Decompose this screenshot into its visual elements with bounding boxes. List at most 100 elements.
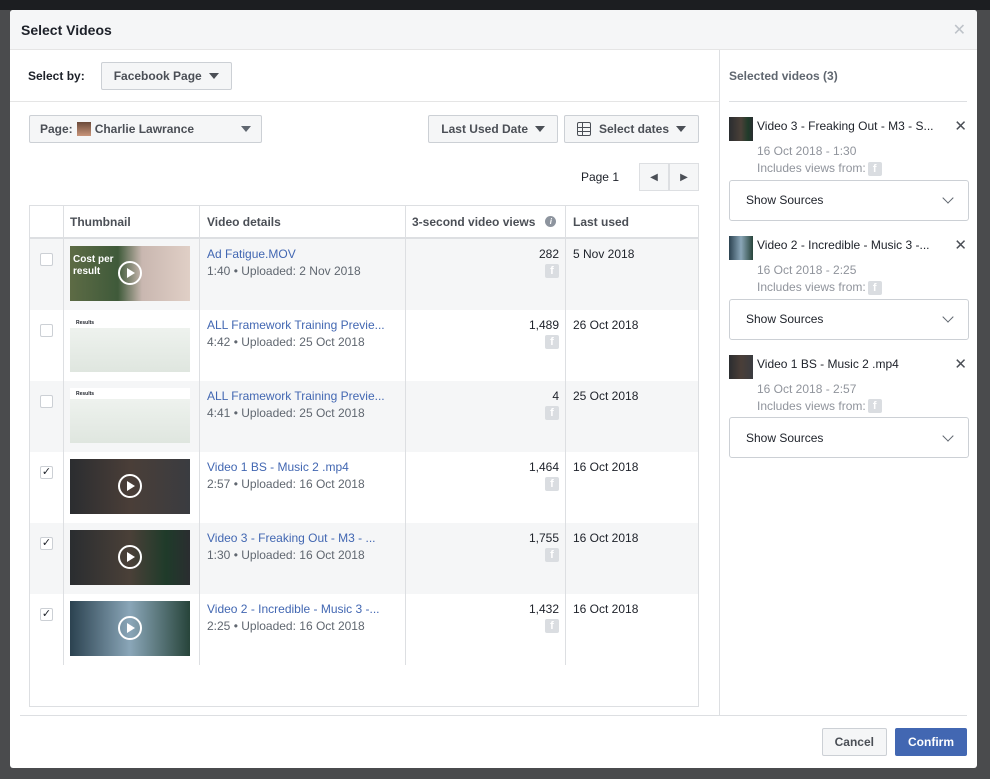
select-by-dropdown[interactable]: Facebook Page	[100, 61, 232, 90]
selected-panel: Selected videos (3) Video 3 - Freaking O…	[721, 50, 977, 715]
select-by-value: Facebook Page	[113, 68, 202, 83]
page-label: Page:	[40, 122, 73, 136]
remove-icon[interactable]: ✕	[954, 236, 967, 254]
facebook-icon: f	[545, 335, 559, 349]
selected-title: Selected videos (3)	[729, 50, 967, 102]
last-used-date: 26 Oct 2018	[573, 318, 639, 332]
play-icon	[118, 545, 142, 569]
video-picker: Select by: Facebook Page Page: Charlie L…	[10, 50, 720, 715]
video-title-link[interactable]: ALL Framework Training Previe...	[207, 318, 385, 332]
facebook-icon: f	[545, 619, 559, 633]
chevron-down-icon	[942, 311, 954, 323]
play-icon	[118, 261, 142, 285]
selected-video-date: 16 Oct 2018 - 2:57	[757, 381, 857, 396]
show-sources-dropdown[interactable]: Show Sources	[729, 298, 969, 340]
row-checkbox[interactable]: ✓	[40, 537, 53, 550]
calendar-icon	[576, 122, 591, 136]
video-views: 282	[538, 247, 559, 261]
video-thumbnail: Cost per result	[70, 246, 190, 301]
selected-video-date: 16 Oct 2018 - 2:25	[757, 262, 857, 277]
video-thumbnail	[70, 601, 190, 656]
pager: Page 1 ◀ ▶	[581, 163, 699, 191]
dialog-footer: Cancel Confirm	[20, 715, 967, 768]
video-thumbnail: Results	[70, 317, 190, 372]
table-row[interactable]: ✓ Video 1 BS - Music 2 .mp4 2:57 • Upload…	[30, 452, 698, 523]
last-used-date: 25 Oct 2018	[573, 389, 639, 403]
video-title-link[interactable]: Video 3 - Freaking Out - M3 - ...	[207, 531, 376, 545]
video-views: 1,464	[528, 460, 559, 474]
table-row[interactable]: ✓ Video 3 - Freaking Out - M3 - ... 1:30 …	[30, 523, 698, 594]
select-dates-dropdown[interactable]: Select dates	[563, 115, 699, 143]
row-checkbox[interactable]: ✓	[40, 608, 53, 621]
close-icon[interactable]: ✕	[952, 21, 966, 39]
confirm-button[interactable]: Confirm	[895, 728, 967, 756]
includes-views-label: Includes views from:	[757, 398, 866, 413]
table-row[interactable]: Cost per result Ad Fatigue.MOV 1:40 • Upl…	[30, 239, 698, 310]
dialog-title: Select Videos	[21, 21, 112, 38]
facebook-icon: f	[545, 406, 559, 420]
sort-dropdown[interactable]: Last Used Date	[428, 115, 558, 143]
page-name: Charlie Lawrance	[94, 122, 195, 136]
header-last-used: Last used	[573, 214, 630, 229]
selected-video: Video 1 BS - Music 2 .mp4 ✕ 16 Oct 2018 …	[729, 354, 969, 459]
video-title-link[interactable]: Video 2 - Incredible - Music 3 -...	[207, 602, 380, 616]
row-checkbox[interactable]: ✓	[40, 466, 53, 479]
header-views: 3-second video views i	[406, 206, 566, 237]
video-meta: 4:42 • Uploaded: 25 Oct 2018	[207, 335, 365, 349]
video-views: 1,755	[528, 531, 559, 545]
facebook-icon: f	[545, 548, 559, 562]
cancel-button[interactable]: Cancel	[821, 728, 887, 756]
show-sources-label: Show Sources	[746, 312, 824, 327]
row-checkbox[interactable]	[40, 253, 53, 266]
selected-video-name: Video 3 - Freaking Out - M3 - S...	[757, 119, 934, 133]
play-icon	[118, 616, 142, 640]
remove-icon[interactable]: ✕	[954, 118, 967, 135]
page-dropdown[interactable]: Page: Charlie Lawrance	[29, 115, 262, 143]
table-row[interactable]: Results ALL Framework Training Previe...…	[30, 381, 698, 452]
video-title-link[interactable]: Video 1 BS - Music 2 .mp4	[207, 460, 349, 474]
last-used-date: 5 Nov 2018	[573, 247, 635, 261]
video-views: 4	[552, 389, 559, 403]
video-title-link[interactable]: Ad Fatigue.MOV	[207, 247, 296, 261]
video-meta: 2:57 • Uploaded: 16 Oct 2018	[207, 477, 365, 491]
play-icon	[118, 474, 142, 498]
video-views: 1,489	[528, 318, 559, 332]
selected-thumbnail	[729, 354, 753, 379]
video-meta: 1:30 • Uploaded: 16 Oct 2018	[207, 548, 365, 562]
last-used-date: 16 Oct 2018	[573, 602, 639, 616]
thumbnail-caption: Results	[76, 320, 95, 326]
facebook-icon: f	[545, 264, 559, 278]
selected-video-name: Video 2 - Incredible - Music 3 -...	[757, 237, 930, 252]
facebook-icon: f	[867, 280, 882, 295]
selected-thumbnail	[729, 117, 753, 141]
includes-views-label: Includes views from:	[757, 161, 866, 175]
row-checkbox[interactable]	[40, 395, 53, 408]
header-views-label: 3-second video views	[412, 214, 536, 229]
last-used-date: 16 Oct 2018	[573, 531, 639, 545]
header-video-details: Video details	[200, 206, 406, 237]
info-icon[interactable]: i	[545, 216, 557, 227]
selected-thumbnail	[729, 235, 753, 260]
show-sources-dropdown[interactable]: Show Sources	[729, 179, 969, 221]
thumbnail-caption: Cost per result	[73, 254, 114, 277]
table-row[interactable]: ✓ Video 2 - Incredible - Music 3 -... 2:2…	[30, 594, 698, 665]
video-meta: 2:25 • Uploaded: 16 Oct 2018	[207, 619, 365, 633]
show-sources-dropdown[interactable]: Show Sources	[729, 417, 969, 459]
table-row[interactable]: Results ALL Framework Training Previe...…	[30, 310, 698, 381]
prev-page-button[interactable]: ◀	[639, 163, 669, 191]
caret-down-icon	[676, 126, 686, 132]
next-page-button[interactable]: ▶	[669, 163, 699, 191]
row-checkbox[interactable]	[40, 324, 53, 337]
video-meta: 1:40 • Uploaded: 2 Nov 2018	[207, 264, 361, 278]
backdrop	[0, 0, 990, 10]
thumbnail-caption: Results	[76, 391, 95, 397]
video-thumbnail: Results	[70, 388, 190, 443]
page-number: Page 1	[580, 170, 619, 184]
show-sources-label: Show Sources	[746, 193, 824, 208]
remove-icon[interactable]: ✕	[954, 355, 967, 373]
dates-label: Select dates	[598, 122, 669, 136]
selected-video: Video 3 - Freaking Out - M3 - S... ✕ 16 …	[729, 117, 969, 221]
video-title-link[interactable]: ALL Framework Training Previe...	[207, 389, 385, 403]
caret-down-icon	[535, 126, 545, 132]
table-header: Thumbnail Video details 3-second video v…	[30, 206, 698, 239]
